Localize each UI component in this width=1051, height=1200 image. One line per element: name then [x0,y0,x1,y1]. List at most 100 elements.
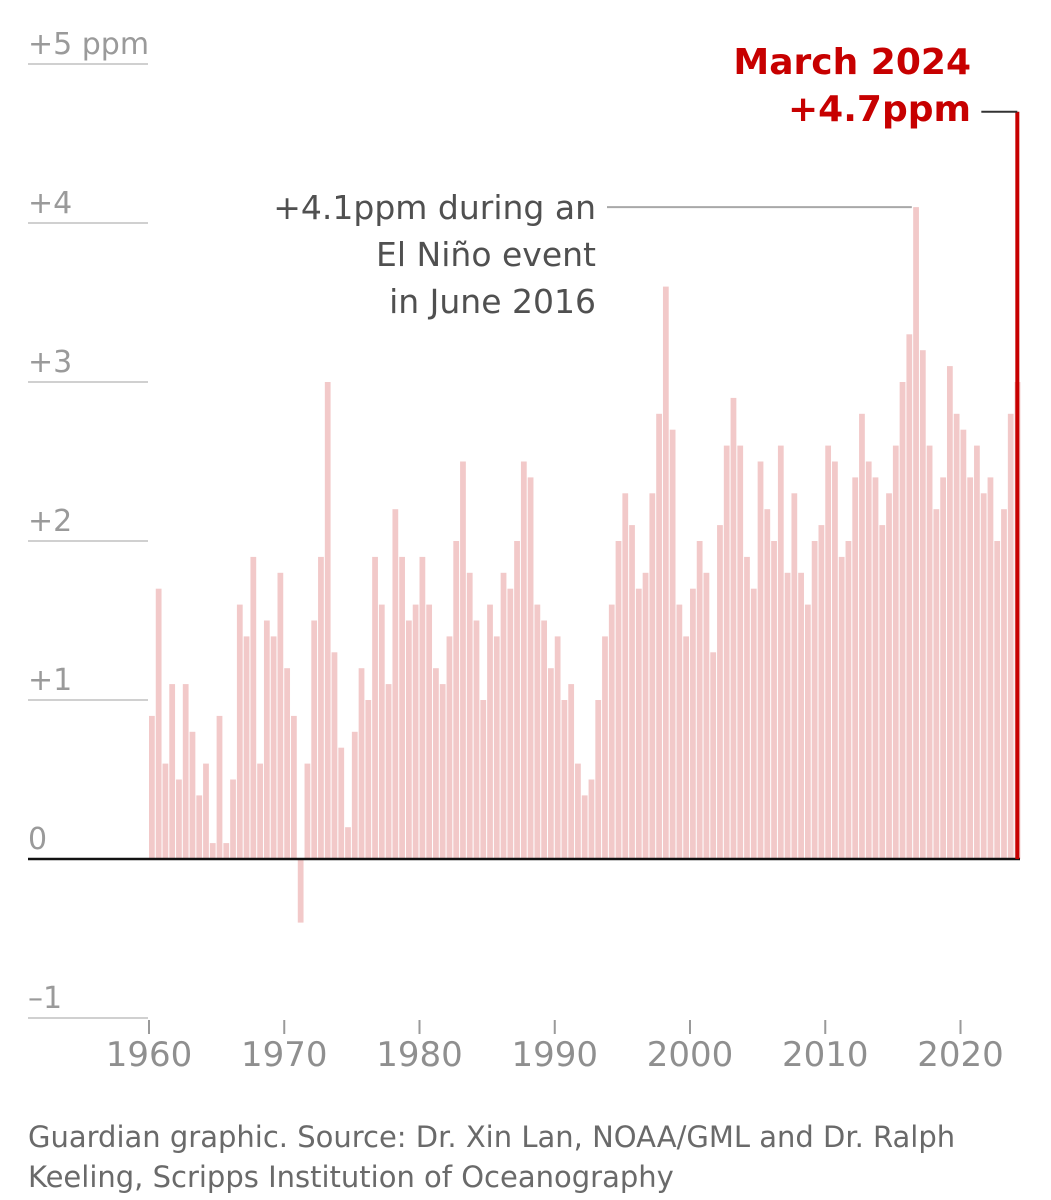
data-bar [189,731,196,859]
data-bar [182,684,189,859]
co2-increase-chart: +5 ppm +4 +3 +2 +1 0 –1 1960 1970 1980 1990 2000 201… [28,27,1021,1075]
annotation-text-line: El Niño event [376,235,596,274]
data-bar [649,493,656,859]
data-bar [940,477,946,859]
data-bar [656,413,662,859]
data-bar [838,556,845,859]
data-bar [473,620,480,859]
data-bar [291,715,297,859]
data-bar [493,636,500,859]
data-bar [953,413,960,859]
data-bar [230,779,236,859]
data-bar [581,795,588,859]
data-bar [561,700,568,859]
data-bar [487,604,493,859]
data-bar [324,382,331,859]
data-bar [345,827,351,859]
data-bar [791,493,798,859]
data-bar [994,541,1001,859]
grid [28,63,148,1019]
data-bar [270,636,277,859]
data-bar [717,525,723,859]
data-bar [575,763,581,859]
data-bar [690,588,696,859]
data-bar [243,636,250,859]
data-bar [460,461,466,859]
data-bar [216,715,223,859]
data-bar [960,429,967,859]
data-bar [865,461,872,859]
data-bar [527,477,534,859]
data-bar [203,763,209,859]
data-bar [980,493,987,859]
data-bar [514,541,520,859]
data-bar [872,477,879,859]
data-bar [899,382,906,859]
y-tick-label: +3 [28,345,72,380]
data-bar [615,541,622,859]
data-bar [723,445,730,859]
data-bar [696,541,703,859]
data-bar [284,668,291,859]
data-bar [629,525,635,859]
data-bar [311,620,318,859]
data-bar [176,779,182,859]
data-bar [236,604,243,859]
data-bar [304,763,311,859]
data-bar [852,477,859,859]
data-bar [466,572,473,859]
data-bar [372,556,378,859]
data-bar [710,652,717,859]
data-bar [453,541,460,859]
data-bar [818,525,825,859]
data-bar [385,684,392,859]
data-bar [534,604,541,859]
data-bar [946,366,953,859]
annotation-text-line: +4.1ppm during an [273,188,596,227]
data-bar [906,334,913,859]
data-bar [1007,413,1014,859]
highlight-label-value: +4.7ppm [788,89,971,130]
x-tick-label: 2020 [917,1035,1004,1075]
data-bar [635,588,642,859]
data-bar [196,795,203,859]
data-bar [737,445,744,859]
data-bar [608,604,615,859]
data-bar [683,636,690,859]
data-bar [351,731,358,859]
data-bar [777,445,784,859]
data-bar [642,572,649,859]
data-bar [974,445,980,859]
data-bar [433,668,439,859]
data-bar [845,541,852,859]
x-tick-label: 2010 [782,1035,869,1075]
data-bar [933,509,940,859]
data-bar [155,588,162,859]
data-bar [886,493,892,859]
data-bar [588,779,595,859]
data-bar [662,286,669,860]
data-bar [412,604,419,859]
data-bar [622,493,629,859]
data-bar [209,843,216,859]
data-bar [547,668,554,859]
data-bar [568,684,575,859]
data-bar [541,620,547,859]
data-bar [825,445,832,859]
data-bar [859,413,865,859]
data-bar [358,668,365,859]
data-bar [439,684,446,859]
data-bar [811,541,818,859]
data-bar [1001,509,1007,859]
x-tick-label: 1960 [106,1035,193,1075]
y-tick-label: +1 [28,663,72,698]
x-tick-label: 1980 [376,1035,463,1075]
data-bar [730,397,737,859]
data-bar [149,715,155,859]
x-tick-label: 1990 [511,1035,598,1075]
data-bar [405,620,412,859]
y-tick-label: 0 [28,822,47,857]
data-bar [318,556,324,859]
data-bar [595,700,602,859]
data-bar [784,572,791,859]
